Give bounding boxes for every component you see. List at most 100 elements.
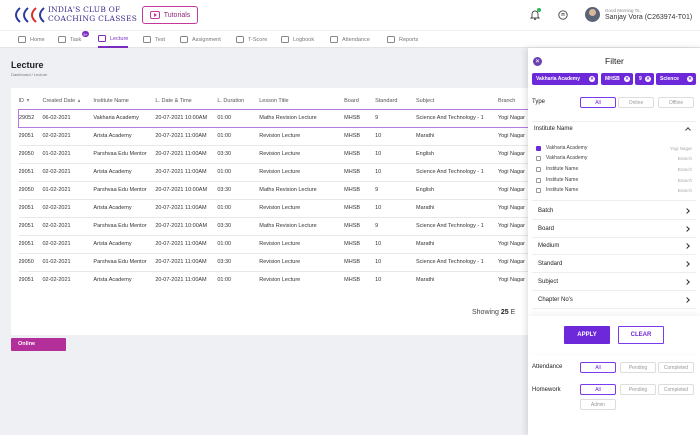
homework-all-toggle[interactable]: All: [580, 384, 616, 395]
col-header-date-time: L. Date & Time: [155, 97, 192, 104]
col-header-subject: Subject: [416, 97, 435, 104]
cell-institute: Vakharia Academy: [93, 108, 156, 128]
nav-home[interactable]: Home: [18, 31, 45, 48]
cell-date-time: 20-07-2021 11:00AM: [155, 144, 218, 163]
tutorials-button[interactable]: Tutorials: [142, 6, 198, 24]
filter-title: Filter: [605, 56, 624, 66]
nav-task[interactable]: Task 9+: [58, 31, 89, 48]
table-row[interactable]: 29050 01-02-2021 Parshvaa Edu Mentor 20-07-…: [18, 252, 528, 271]
tutorials-label: Tutorials: [163, 11, 191, 19]
institute-option[interactable]: Vakharia Academy Branch: [536, 153, 692, 163]
cell-branch: Yogi Nagar: [497, 126, 528, 145]
table-row[interactable]: 29051 02-02-2021 Parshvaa Edu Mentor 20-07-…: [18, 216, 528, 235]
sort-up-icon[interactable]: [78, 98, 81, 102]
nav-reports-label: Reports: [399, 36, 419, 43]
clear-button[interactable]: CLEAR: [618, 326, 664, 344]
table-row[interactable]: 29051 02-02-2021 Arista Academy 20-07-2021 …: [18, 198, 528, 217]
homework-completed-toggle[interactable]: Completed: [658, 384, 694, 395]
col-header-id[interactable]: ID: [19, 93, 43, 109]
filter-subject[interactable]: Subject: [532, 273, 696, 291]
chip-close-icon[interactable]: ✕: [589, 76, 595, 82]
table-row[interactable]: 29050 01-02-2021 Parshvaa Edu Mentor 20-07-…: [18, 180, 528, 199]
nav-lecture[interactable]: Lecture: [98, 31, 129, 48]
cell-branch: Yogi Nagar: [497, 198, 528, 217]
institute-option[interactable]: Institute Name Branch: [536, 175, 692, 185]
nav-tscore[interactable]: T-Score: [236, 31, 267, 48]
table-row[interactable]: 29051 02-02-2021 Arista Academy 20-07-2021 …: [18, 162, 528, 181]
cell-id: 29051: [18, 270, 43, 289]
nav-attendance[interactable]: Attendance: [330, 31, 370, 48]
homework-pending-toggle[interactable]: Pending: [620, 384, 656, 395]
cell-subject: Marathi: [416, 126, 498, 145]
institute-option[interactable]: Vakharia Academy Yogi Nagar: [536, 143, 692, 153]
cell-institute: Arista Academy: [93, 126, 156, 145]
institute-header[interactable]: Institute Name: [534, 126, 573, 132]
close-icon[interactable]: ✕: [533, 57, 542, 66]
checkbox[interactable]: [536, 166, 541, 172]
filter-batch[interactable]: Batch: [532, 202, 696, 220]
notification-bell-icon[interactable]: [529, 8, 541, 21]
filter-medium[interactable]: Medium: [532, 237, 696, 255]
cell-subject: Science And Technology - 1: [416, 108, 498, 128]
cell-created-date: 02-02-2021: [42, 162, 94, 181]
filter-board[interactable]: Board: [532, 220, 696, 238]
table-header-row: ID Created Date Institute Name L. Date &…: [19, 93, 529, 109]
institute-option[interactable]: Institute Name Branch: [536, 185, 692, 195]
filter-chip[interactable]: Science ✕: [656, 73, 696, 85]
filter-chip[interactable]: 9 ✕: [635, 73, 654, 85]
institute-option[interactable]: Institute Name Branch: [536, 164, 692, 174]
nav-logbook[interactable]: Logbook: [281, 31, 314, 48]
filter-chip[interactable]: MHSB ✕: [601, 73, 633, 85]
sort-down-icon[interactable]: [27, 98, 29, 102]
cell-institute: Arista Academy: [93, 234, 156, 253]
user-name[interactable]: Sanjay Vora (C263974-T01): [605, 14, 693, 21]
cell-institute: Parshvaa Edu Mentor: [93, 252, 156, 271]
apply-button[interactable]: APPLY: [564, 326, 610, 344]
nav-task-label: Task: [70, 36, 82, 43]
homework-admin-toggle[interactable]: Admin: [580, 399, 616, 410]
brand-line-1: INDIA'S CLUB OF: [48, 5, 121, 14]
col-header-created-date[interactable]: Created Date: [42, 93, 93, 109]
table-row[interactable]: 29051 02-02-2021 Arista Academy 20-07-2021 …: [18, 126, 528, 145]
table-row[interactable]: 29051 02-02-2021 Arista Academy 20-07-2021 …: [18, 270, 528, 289]
nav-logbook-label: Logbook: [293, 36, 315, 43]
type-label: Type: [532, 99, 546, 105]
nav-test[interactable]: Test: [143, 31, 165, 48]
attendance-all-toggle[interactable]: All: [580, 362, 616, 373]
assignment-icon: [180, 36, 188, 43]
checkbox[interactable]: [536, 155, 541, 161]
table-row[interactable]: 29051 02-02-2021 Arista Academy 20-07-2021 …: [18, 234, 528, 253]
cell-board: MHSB: [344, 144, 376, 163]
type-offline-toggle[interactable]: Offline: [658, 97, 694, 108]
table-row[interactable]: 29050 01-02-2021 Parshvaa Edu Mentor 20-07-…: [18, 144, 528, 163]
checkbox[interactable]: [536, 187, 541, 193]
cell-id: 29051: [18, 234, 43, 253]
cell-board: MHSB: [344, 270, 376, 289]
nav-assignment[interactable]: Assignment: [180, 31, 221, 48]
filter-chapter-nos[interactable]: Chapter No's: [532, 291, 696, 309]
attendance-pending-toggle[interactable]: Pending: [620, 362, 656, 373]
user-avatar[interactable]: [585, 7, 600, 22]
chip-close-icon[interactable]: ✕: [624, 76, 630, 82]
cell-subject: Marathi: [416, 234, 498, 253]
checkbox[interactable]: [536, 145, 541, 151]
play-icon: [149, 11, 160, 19]
cell-duration: 01:00: [217, 270, 260, 289]
filter-chip[interactable]: Vakharia Academy ✕: [532, 73, 598, 85]
online-button[interactable]: Online: [11, 338, 66, 351]
lecture-table: ID Created Date Institute Name L. Date &…: [18, 93, 528, 289]
attendance-completed-toggle[interactable]: Completed: [658, 362, 694, 373]
type-online-toggle[interactable]: Online: [618, 97, 654, 108]
chip-close-icon[interactable]: ✕: [645, 76, 651, 82]
chip-close-icon[interactable]: ✕: [687, 76, 693, 82]
nav-reports[interactable]: Reports: [387, 31, 418, 48]
cell-duration: 01:00: [217, 108, 260, 128]
chat-support-icon[interactable]: [557, 9, 569, 21]
table-row[interactable]: 29052 06-02-2021 Vakharia Academy 20-07-202…: [18, 108, 528, 128]
col-header-institute: Institute Name: [93, 97, 129, 104]
filter-standard[interactable]: Standard: [532, 255, 696, 273]
type-all-toggle[interactable]: All: [580, 97, 616, 108]
page-title: Lecture: [11, 60, 44, 70]
checkbox[interactable]: [536, 177, 541, 183]
brand-logo-icon[interactable]: [8, 5, 48, 25]
